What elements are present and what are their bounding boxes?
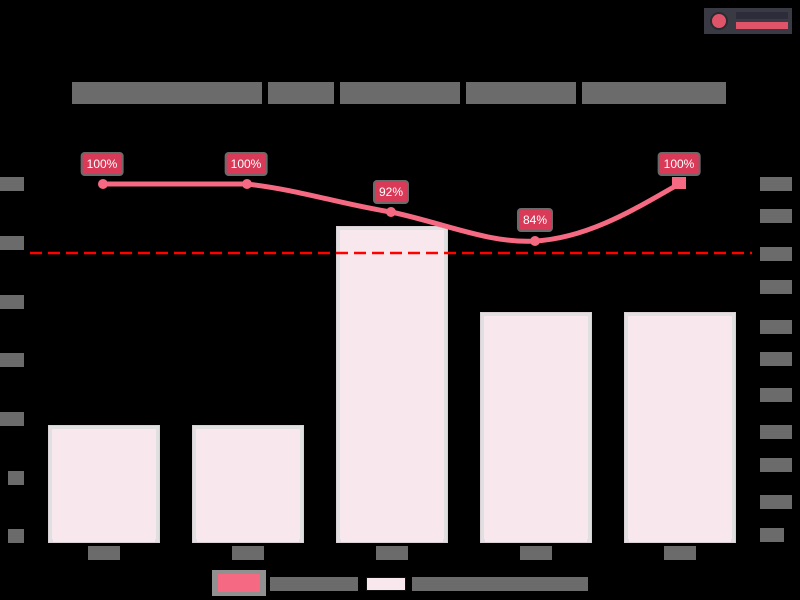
brand-logo [704, 8, 792, 34]
line-point[interactable] [242, 179, 252, 189]
line-point[interactable] [386, 207, 396, 217]
data-label: 92% [372, 180, 410, 204]
data-label: 100% [224, 152, 268, 176]
legend-label-bar [412, 577, 588, 591]
logo-text-bottom [736, 22, 788, 29]
logo-text-top [736, 12, 788, 19]
bar[interactable] [480, 312, 592, 543]
legend-label-line [270, 577, 358, 591]
line-point[interactable] [530, 236, 540, 246]
x-tick-label [232, 546, 264, 560]
chart-title [72, 82, 726, 106]
data-label: 100% [80, 152, 124, 176]
logo-globe-icon [710, 12, 728, 30]
data-label: 100% [657, 152, 701, 176]
x-tick-label [88, 546, 120, 560]
x-tick-label [664, 546, 696, 560]
legend [208, 568, 588, 596]
bar[interactable] [624, 312, 736, 543]
x-tick-label [520, 546, 552, 560]
data-label: 84% [516, 208, 554, 232]
line-point[interactable] [98, 179, 108, 189]
bar[interactable] [336, 226, 448, 543]
legend-swatch-bar[interactable] [366, 577, 406, 591]
bar[interactable] [48, 425, 160, 543]
trend-line [100, 181, 682, 244]
legend-swatch-line[interactable] [212, 570, 266, 596]
line-point[interactable] [672, 177, 686, 189]
bar[interactable] [192, 425, 304, 543]
x-tick-label [376, 546, 408, 560]
